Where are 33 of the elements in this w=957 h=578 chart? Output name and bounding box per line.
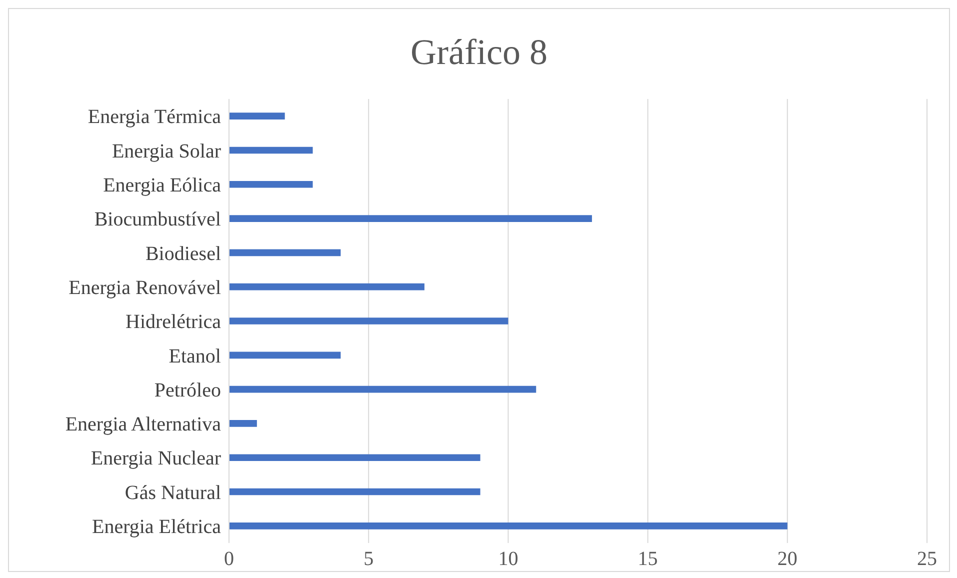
y-tick-label: Gás Natural [124,482,222,504]
bar [229,352,341,359]
bar [229,215,592,222]
x-tick-label: 20 [777,548,798,570]
y-tick-label: Etanol [168,345,222,368]
bar [229,454,480,462]
y-tick-label: Petróleo [154,379,221,402]
y-tick-label: Biodiesel [145,242,222,265]
bar [229,146,313,154]
bar [229,420,257,427]
chart-title: Gráfico 8 [410,31,548,74]
y-tick-label: Energia Renovável [68,276,222,299]
x-tick-label: 5 [364,548,374,570]
x-tick-label: 0 [224,548,234,570]
x-tick-label: 25 [917,548,937,570]
y-tick-label: Energia Nuclear [90,448,222,470]
y-tick-label: Energia Solar [112,140,222,162]
y-tick-label: Energia Elétrica [92,516,222,538]
y-tick-label: Energia Alternativa [65,414,222,436]
bar [229,180,313,188]
bar [229,522,788,530]
y-tick-label: Biocumbustível [94,208,222,231]
bar [229,488,480,496]
bar [229,112,285,120]
y-tick-label: Energia Térmica [88,106,222,128]
y-tick-label: Energia Eólica [103,174,222,196]
bar [229,283,424,290]
x-tick-label: 15 [638,548,658,570]
bar [229,318,508,324]
bar [229,249,341,256]
x-tick-label: 10 [498,548,518,570]
bar [229,386,536,393]
y-tick-label: Hidrelétrica [126,311,222,334]
